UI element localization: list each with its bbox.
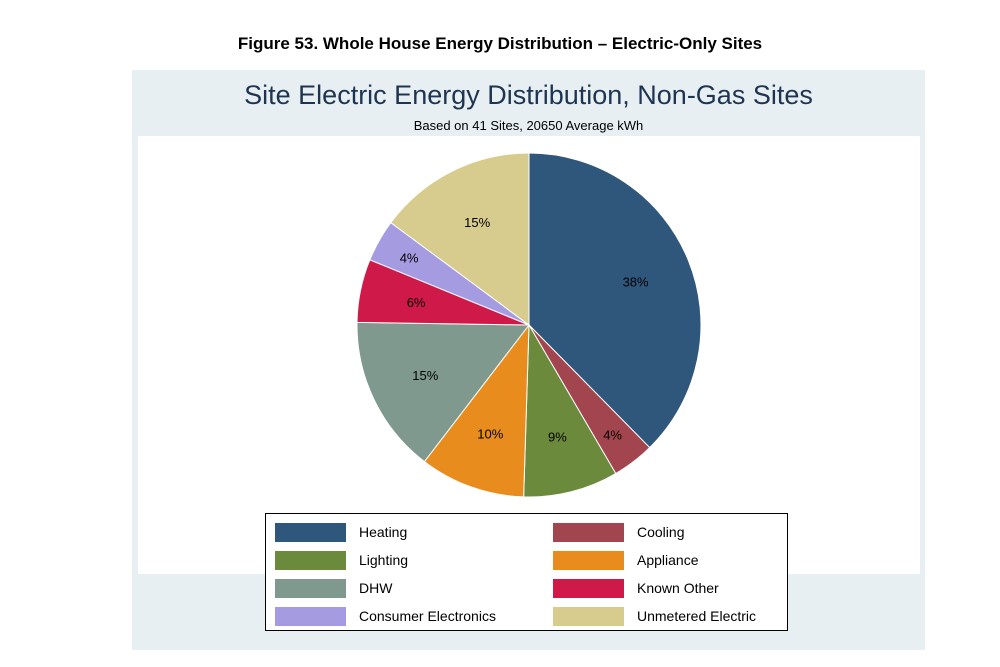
legend-swatch-consumer-electronics [275,606,346,626]
legend-swatch-cooling [553,522,624,542]
pie-label-lighting: 9% [548,430,567,445]
pie-slice-heating [528,152,702,449]
pie-label-cooling: 4% [603,427,622,442]
figure-caption: Figure 53. Whole House Energy Distributi… [237,34,763,53]
legend-item-dhw: DHW [275,578,392,598]
legend-item-consumer-electronics: Consumer Electronics [275,606,496,626]
legend-swatch-heating [275,522,346,542]
legend-swatch-lighting [275,550,346,570]
chart-subtitle: Based on 41 Sites, 20650 Average kWh [413,118,644,133]
pie-chart: 38% 4% 9% 10% 15% 6% 4% 15% [356,152,702,498]
pie-label-heating: 38% [623,274,649,289]
legend-swatch-known-other [553,578,624,598]
legend: Heating Lighting DHW Consumer Electronic… [265,513,788,631]
chart-panel: Site Electric Energy Distribution, Non-G… [132,70,925,650]
pie-label-dhw: 15% [412,368,438,383]
legend-swatch-dhw [275,578,346,598]
legend-swatch-unmetered-electric [553,606,624,626]
legend-label-lighting: Lighting [359,552,409,568]
pie-label-consumer-electronics: 4% [400,250,419,265]
pie-slice-dhw [356,321,531,463]
pie-label-known-other: 6% [407,295,426,310]
pie-label-appliance: 10% [477,427,503,442]
legend-item-lighting: Lighting [275,550,408,570]
legend-label-known-other: Known Other [637,580,719,596]
legend-label-dhw: DHW [359,580,393,596]
legend-item-known-other: Known Other [553,578,719,598]
plot-area: 38% 4% 9% 10% 15% 6% 4% 15% [138,136,920,574]
legend-item-appliance: Appliance [553,550,699,570]
chart-title: Site Electric Energy Distribution, Non-G… [244,80,813,110]
legend-label-unmetered-electric: Unmetered Electric [637,608,757,624]
legend-label-heating: Heating [359,524,408,540]
legend-item-cooling: Cooling [553,522,684,542]
legend-swatch-appliance [553,550,624,570]
pie-slice-lighting [523,323,617,498]
legend-item-unmetered-electric: Unmetered Electric [553,606,756,626]
legend-label-appliance: Appliance [637,552,699,568]
pie-slice-appliance [423,323,530,498]
pie-slice-unmetered-electric [390,152,530,326]
pie-label-unmetered-electric: 15% [464,215,490,230]
legend-label-cooling: Cooling [637,524,685,540]
legend-label-consumer-electronics: Consumer Electronics [359,608,496,624]
legend-item-heating: Heating [275,522,407,542]
